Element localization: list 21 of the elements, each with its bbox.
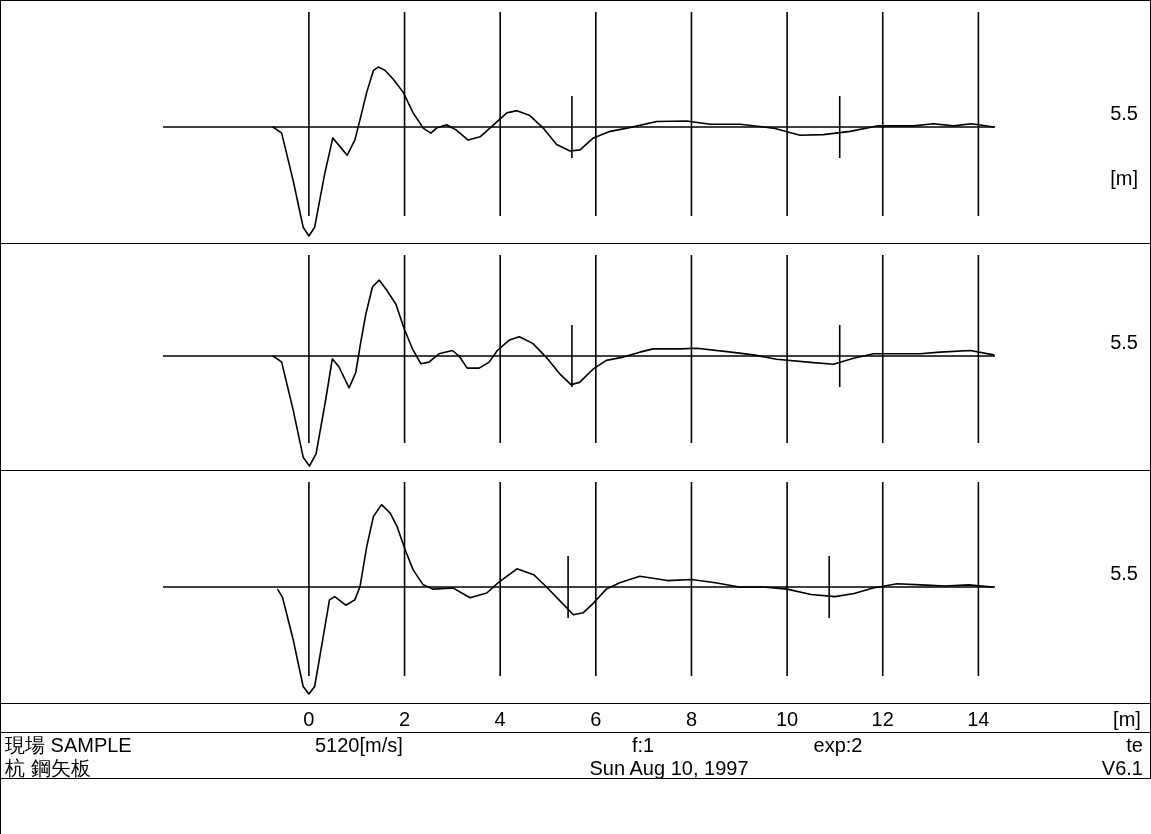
x-tick-label: 14 xyxy=(967,708,990,730)
x-tick-label: 10 xyxy=(775,708,799,730)
text: f:1 xyxy=(631,734,655,756)
annotation: [m] xyxy=(1110,167,1138,189)
text: te xyxy=(1126,734,1143,756)
x-tick-label: 12 xyxy=(871,708,894,730)
text: 5120[m/s] xyxy=(315,734,403,756)
text: 杭 鋼矢板 xyxy=(4,757,91,779)
x-axis-title: [m] xyxy=(1113,708,1141,730)
text: Sun Aug 10, 1997 xyxy=(589,757,749,779)
x-tick-label: 0 xyxy=(303,708,315,730)
text: exp:2 xyxy=(813,734,863,756)
annotation: 5.5 xyxy=(1110,331,1138,353)
annotation: 5.5 xyxy=(1110,562,1138,584)
x-tick-label: 2 xyxy=(398,708,411,730)
x-tick-label: 4 xyxy=(494,708,506,730)
x-tick-label: 6 xyxy=(590,708,602,730)
text: V6.1 xyxy=(1101,757,1143,779)
x-tick-label: 8 xyxy=(685,708,698,730)
annotation: 5.5 xyxy=(1110,102,1138,124)
text: 現場 SAMPLE xyxy=(5,734,132,756)
